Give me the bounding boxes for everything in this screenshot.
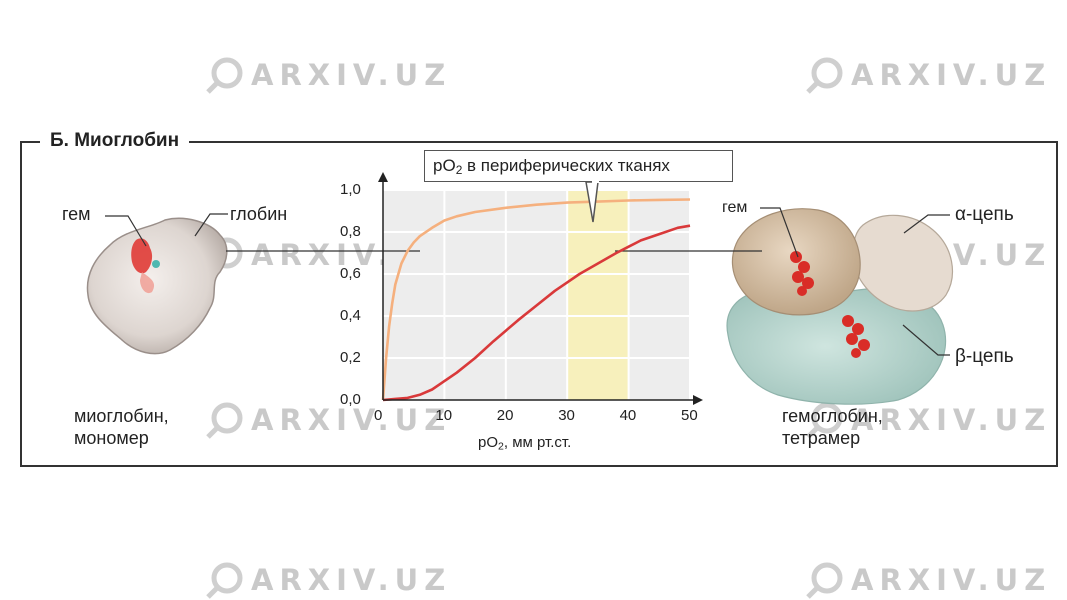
hemoglobin-illustration — [726, 207, 954, 405]
myoglobin-iron-dot — [152, 260, 160, 268]
watermark: ARXIV.UZ — [805, 400, 1051, 440]
hemoglobin-beta-leader — [902, 324, 950, 356]
hemoglobin-caption-line2: тетрамер — [782, 428, 861, 448]
myoglobin-caption-line1: миоглобин, — [74, 406, 169, 426]
y-tick-label: 0,4 — [340, 307, 361, 324]
myoglobin-globin-shape — [86, 217, 228, 355]
x-tick-label: 0 — [374, 407, 383, 424]
y-tick-label: 0,2 — [340, 349, 361, 366]
peripheral-tissue-band — [567, 190, 629, 400]
hemoglobin-alpha-label: α-цепь — [955, 204, 1014, 225]
grid-lines — [383, 189, 691, 400]
y-tick-label: 0,6 — [340, 265, 361, 282]
watermark-magnifier-icon — [806, 562, 843, 599]
x-axis-label: pO2, мм рт.ст. — [478, 434, 572, 453]
myoglobin-globin-leader — [194, 213, 228, 237]
hemoglobin-heme-leader — [760, 207, 799, 258]
plot-background — [383, 190, 690, 400]
watermark: ARXIV.UZ — [805, 55, 1051, 95]
hemoglobin-caption-line1: гемоглобин, — [782, 406, 883, 426]
peripheral-tissue-callout: pO2 в периферических тканях — [424, 150, 733, 182]
x-tick-label: 10 — [435, 407, 453, 424]
y-tick-label: 0,0 — [340, 391, 361, 408]
hemoglobin-heme-bottom — [842, 315, 870, 358]
x-tick-label: 30 — [558, 407, 575, 424]
myoglobin-caption-line2: мономер — [74, 428, 149, 448]
hemoglobin-heme-top — [790, 251, 814, 296]
x-axis-arrow — [693, 395, 703, 405]
axes — [378, 172, 703, 405]
y-tick-label: 1,0 — [340, 181, 361, 198]
hemoglobin-beta-label: β-цепь — [955, 346, 1014, 367]
y-axis-arrow — [378, 172, 388, 182]
myoglobin-heme-shape — [131, 238, 153, 274]
myoglobin-heme-leader — [105, 215, 147, 247]
watermark: ARXIV.UZ — [205, 560, 451, 600]
watermark-magnifier-icon — [206, 57, 243, 94]
myoglobin-heme-label: гем — [62, 204, 91, 224]
panel-frame — [20, 141, 1058, 467]
y-tick-label: 0,8 — [340, 223, 361, 240]
watermark: ARXIV.UZ — [205, 400, 451, 440]
panel-title: Б. Миоглобин — [40, 130, 190, 152]
watermark-magnifier-icon — [206, 402, 243, 439]
hemoglobin-heme-label: гем — [722, 199, 748, 216]
myoglobin-globin-label: глобин — [230, 204, 288, 224]
watermark-magnifier-icon — [806, 402, 843, 439]
watermark-magnifier-icon — [806, 57, 843, 94]
watermark: ARXIV.UZ — [205, 55, 451, 95]
watermark-magnifier-icon — [206, 562, 243, 599]
series-line-2 — [382, 224, 691, 402]
myoglobin-illustration — [86, 213, 228, 355]
x-tick-label: 50 — [681, 407, 698, 424]
x-tick-label: 20 — [496, 407, 514, 424]
watermark: ARXIV.UZ — [805, 560, 1051, 600]
hemoglobin-alpha-leader — [903, 214, 950, 234]
x-tick-label: 40 — [619, 407, 637, 424]
